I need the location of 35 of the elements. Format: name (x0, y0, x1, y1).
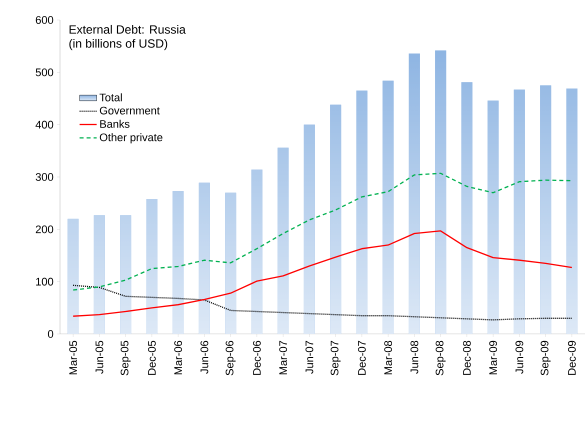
x-tick-label: Jun-05 (95, 340, 104, 374)
x-tick-label: Dec-07 (358, 340, 366, 375)
y-tick-label: 500 (36, 68, 54, 76)
line-series (72, 230, 573, 317)
x-tick-label: Sep-09 (540, 340, 551, 376)
chart-title: External Debt: Russia (70, 24, 186, 34)
x-tick-label: Sep-06 (226, 340, 236, 376)
y-tick-label: 400 (36, 120, 54, 129)
x-tick-label: Mar-05 (69, 340, 78, 374)
x-tick-label: Mar-07 (279, 340, 288, 374)
y-tick-label: 100 (36, 278, 54, 286)
x-tick-label: Jun-06 (200, 340, 208, 374)
legend-label: Banks (100, 120, 130, 128)
x-tick-label: Dec-09 (568, 340, 576, 375)
legend-label: Government (100, 106, 160, 114)
x-tick-label: Dec-08 (463, 340, 471, 375)
legend-label: Total (100, 93, 122, 102)
x-tick-label: Sep-05 (120, 340, 131, 376)
y-tick-label: 0 (48, 330, 54, 338)
line-series (72, 172, 573, 291)
x-tick-label: Mar-09 (489, 340, 498, 374)
y-tick-label: 300 (36, 173, 54, 181)
legend-label: Other private (100, 133, 162, 144)
x-tick-label: Jun-07 (305, 340, 314, 374)
x-tick-label: Mar-08 (384, 340, 392, 374)
y-tick-label: 600 (36, 16, 54, 24)
x-tick-label: Sep-08 (436, 340, 446, 376)
x-tick-label: Sep-07 (330, 340, 341, 376)
text: (in billions of USD) (69, 38, 168, 50)
x-tick-label: Jun-08 (410, 340, 418, 374)
x-tick-label: Mar-06 (174, 340, 182, 374)
y-tick-label: 200 (36, 225, 54, 234)
x-tick-label: Jun-09 (516, 340, 524, 374)
x-tick-label: Dec-06 (252, 340, 261, 375)
x-tick-label: Dec-05 (148, 340, 156, 375)
